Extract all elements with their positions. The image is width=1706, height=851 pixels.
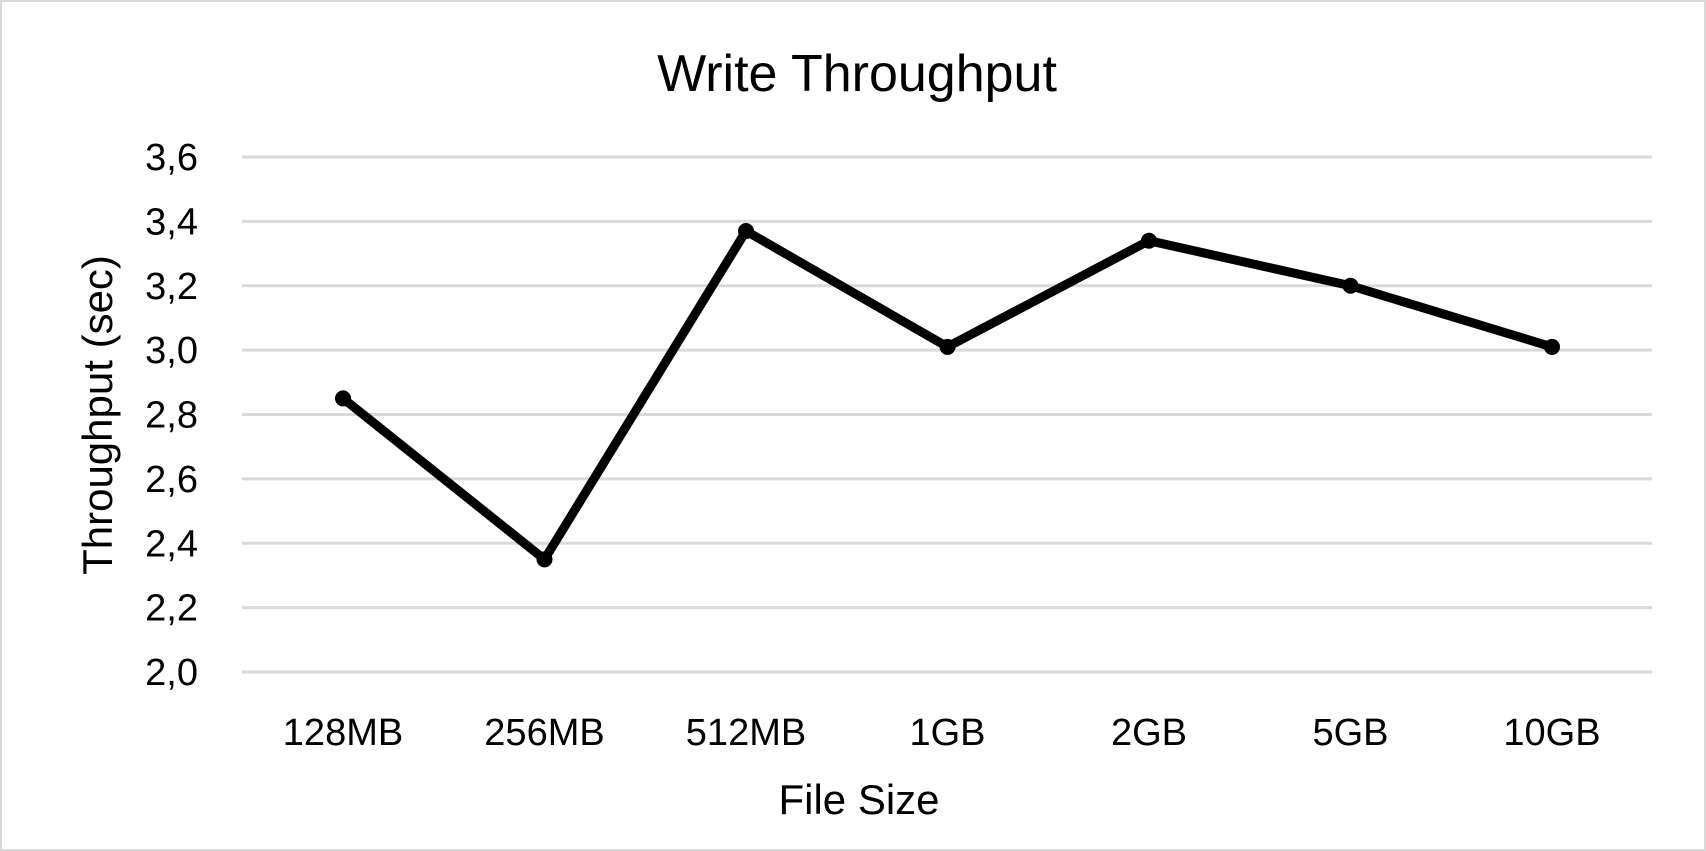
y-axis-ticks: 2,0 2,2 2,4 2,6 2,8 3,0 3,2 3,4 3,6 — [145, 137, 198, 694]
y-tick-label: 3,6 — [145, 137, 198, 179]
data-point — [1544, 338, 1560, 355]
series-line — [338, 226, 1557, 564]
y-tick-label: 2,6 — [145, 459, 198, 501]
series — [335, 223, 1560, 568]
data-point — [1141, 232, 1157, 249]
y-tick-label: 2,4 — [145, 523, 198, 565]
y-tick-label: 2,8 — [145, 395, 198, 437]
y-tick-label: 3,0 — [145, 330, 198, 372]
x-tick-label: 128MB — [283, 712, 403, 754]
x-axis-ticks: 128MB 256MB 512MB 1GB 2GB 5GB 10GB — [283, 712, 1601, 754]
y-tick-label: 2,2 — [145, 588, 198, 630]
x-tick-label: 512MB — [686, 712, 806, 754]
x-tick-label: 5GB — [1312, 712, 1388, 754]
chart-title: Write Throughput — [657, 45, 1057, 103]
data-point — [939, 338, 956, 355]
y-tick-label: 3,4 — [145, 201, 198, 243]
x-tick-label: 10GB — [1503, 712, 1600, 754]
data-point — [335, 390, 351, 407]
x-tick-label: 2GB — [1111, 712, 1187, 754]
y-tick-label: 3,2 — [145, 266, 198, 308]
y-axis-title: Throughput (sec) — [74, 255, 121, 575]
gridlines — [242, 155, 1652, 674]
data-point — [738, 223, 754, 240]
x-axis-title: File Size — [778, 776, 939, 823]
data-point — [536, 551, 553, 568]
data-point — [1342, 277, 1359, 294]
x-tick-label: 256MB — [484, 712, 604, 754]
y-tick-label: 2,0 — [145, 652, 198, 694]
x-tick-label: 1GB — [909, 712, 985, 754]
